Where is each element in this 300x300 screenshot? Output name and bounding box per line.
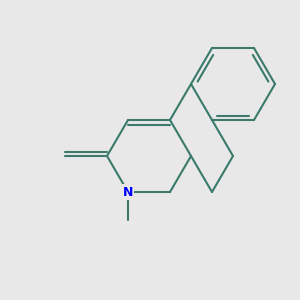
Text: N: N	[123, 185, 133, 199]
